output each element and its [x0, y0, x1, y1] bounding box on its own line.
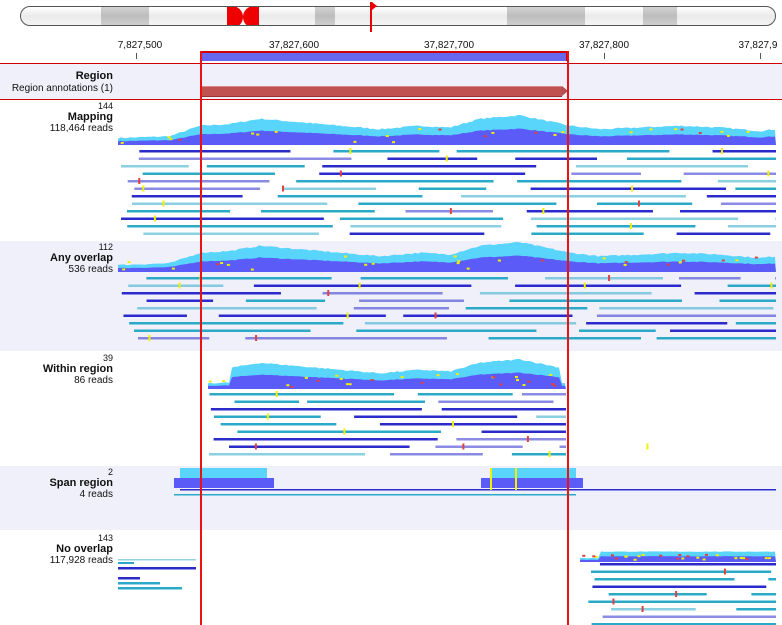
- centromere-left: [227, 7, 243, 25]
- region-track-bottom-border: [0, 99, 782, 100]
- span-region-track-title: Span region: [49, 477, 113, 489]
- centromere-right: [243, 7, 259, 25]
- within-region-track-label: 39 Within region 86 reads: [43, 353, 113, 386]
- ideogram-band: [507, 7, 575, 25]
- track-span-region: [0, 466, 782, 530]
- any-overlap-track-label: 112 Any overlap 536 reads: [50, 242, 113, 275]
- mapping-read-count: 118,464 reads: [49, 123, 113, 134]
- no-overlap-track-label: 143 No overlap 117,928 reads: [50, 533, 113, 566]
- chromosome-ideogram[interactable]: [20, 6, 776, 26]
- region-track-title: Region: [75, 70, 113, 82]
- region-annotation-arrow-icon: [562, 86, 568, 96]
- ideogram-band: [643, 7, 677, 25]
- any-overlap-track-title: Any overlap: [50, 252, 113, 264]
- no-overlap-max-coverage: 143: [97, 533, 113, 543]
- ruler-tick-label: 37,827,700: [423, 40, 475, 51]
- region-track-top-border: [0, 63, 782, 64]
- span-region-max-coverage: 2: [107, 467, 113, 477]
- region-track-label: Region Region annotations (1): [12, 70, 113, 94]
- span-region-track-label: 2 Span region 4 reads: [49, 467, 113, 500]
- selection-left-edge[interactable]: [200, 51, 202, 625]
- any-overlap-read-count: 536 reads: [68, 264, 113, 275]
- any-overlap-max-coverage: 112: [98, 242, 113, 252]
- mapping-max-coverage: 144: [97, 101, 113, 111]
- ruler-tick: [604, 53, 605, 59]
- ideogram-position-marker[interactable]: [370, 2, 377, 32]
- ruler-tick: [136, 53, 137, 59]
- mapping-track-label: 144 Mapping 118,464 reads: [50, 101, 113, 134]
- ruler-tick-label: 37,827,600: [268, 40, 320, 51]
- no-overlap-read-count: 117,928 reads: [49, 555, 113, 566]
- ruler-tick-label: 37,827,9: [738, 40, 778, 51]
- region-annotation-bar[interactable]: [200, 86, 562, 97]
- ruler-tick: [760, 53, 761, 59]
- ideogram-band: [101, 7, 149, 25]
- ruler-tick-label: 37,827,800: [578, 40, 630, 51]
- mapping-track-title: Mapping: [67, 111, 113, 123]
- no-overlap-track-title: No overlap: [56, 543, 113, 555]
- span-region-read-count: 4 reads: [79, 489, 113, 500]
- within-region-read-count: 86 reads: [74, 375, 113, 386]
- selection-right-edge[interactable]: [567, 51, 569, 625]
- ideogram-band: [561, 7, 585, 25]
- within-region-track-title: Within region: [42, 363, 113, 375]
- ideogram-band: [315, 7, 335, 25]
- region-track-subtitle: Region annotations (1): [11, 83, 113, 94]
- ruler-tick-label: 7,827,500: [117, 40, 163, 51]
- within-region-max-coverage: 39: [102, 353, 113, 363]
